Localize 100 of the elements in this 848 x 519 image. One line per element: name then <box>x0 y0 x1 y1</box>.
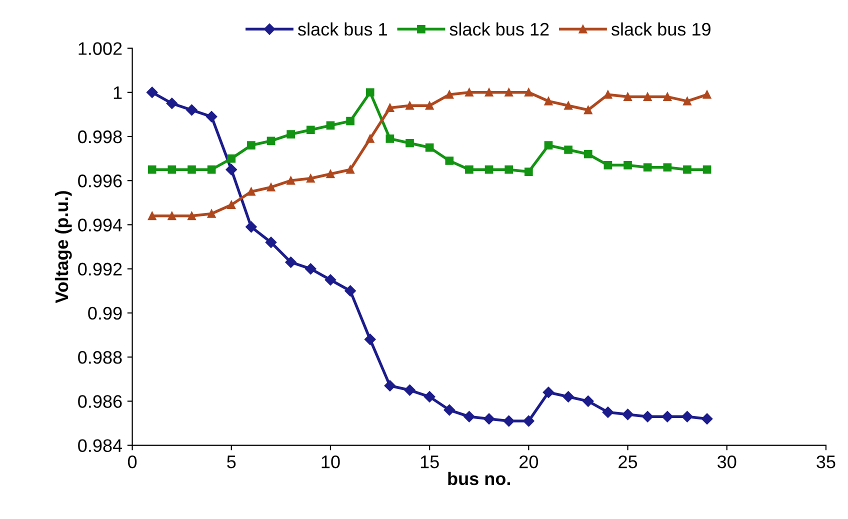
point <box>602 406 614 418</box>
point <box>148 165 156 174</box>
point <box>604 161 612 170</box>
point <box>227 200 236 210</box>
point <box>582 396 594 407</box>
point <box>326 170 335 178</box>
point <box>266 183 276 192</box>
point <box>324 274 336 286</box>
point <box>326 121 335 130</box>
point <box>604 90 612 99</box>
point <box>542 386 554 398</box>
y-tick-label: 0.998 <box>78 130 122 144</box>
point <box>464 411 475 422</box>
point <box>702 90 712 99</box>
point <box>265 236 277 248</box>
point <box>544 97 553 106</box>
point <box>584 150 592 158</box>
point <box>643 163 652 172</box>
point <box>306 126 315 134</box>
point <box>702 165 712 174</box>
point <box>643 92 652 101</box>
y-tick-label: 0.99 <box>88 306 122 320</box>
y-tick-label: 0.988 <box>78 351 122 364</box>
point <box>503 415 514 427</box>
point <box>465 165 474 174</box>
point <box>188 165 196 174</box>
x-tick-label: 0 <box>128 456 137 468</box>
point <box>206 111 218 122</box>
point <box>226 164 237 176</box>
point <box>425 143 434 152</box>
x-tick-label: 10 <box>322 456 340 468</box>
point <box>444 404 455 416</box>
point <box>366 88 374 97</box>
point <box>168 165 176 174</box>
legend-label: slack bus 1 <box>298 22 387 36</box>
point <box>207 165 216 174</box>
x-tick-label: 5 <box>227 456 236 468</box>
point <box>247 187 256 196</box>
point <box>364 334 376 346</box>
point <box>683 97 692 106</box>
point <box>683 165 692 174</box>
point <box>406 138 414 148</box>
point <box>346 165 354 174</box>
y-tick-label: 0.996 <box>78 174 122 188</box>
y-tick-label: 0.986 <box>78 395 122 408</box>
point <box>484 88 494 97</box>
point <box>346 116 354 126</box>
point <box>148 212 156 220</box>
point <box>188 212 196 220</box>
point <box>584 106 592 114</box>
point <box>465 88 474 97</box>
x-tick-label: 35 <box>816 456 836 468</box>
y-tick-label: 1.002 <box>78 42 122 55</box>
point <box>286 176 296 185</box>
point <box>207 210 216 218</box>
point <box>524 168 533 176</box>
point <box>384 380 396 392</box>
point <box>386 104 394 112</box>
point <box>366 134 374 143</box>
point <box>166 98 178 110</box>
point <box>146 86 158 98</box>
point <box>624 92 632 101</box>
point <box>663 163 672 172</box>
point <box>564 101 572 110</box>
point <box>523 415 534 427</box>
point <box>168 212 176 220</box>
point <box>286 130 296 138</box>
point <box>227 154 236 163</box>
point <box>484 165 494 174</box>
x-tick-label: 25 <box>618 456 638 468</box>
point <box>642 411 654 422</box>
point <box>662 411 674 422</box>
point <box>663 92 672 101</box>
point <box>406 101 414 110</box>
point <box>624 161 632 170</box>
point <box>445 156 454 165</box>
point <box>305 263 316 274</box>
point <box>562 391 574 402</box>
point <box>445 90 454 99</box>
x-tick-label: 30 <box>718 456 736 468</box>
point <box>424 391 436 402</box>
point <box>266 136 276 146</box>
point <box>504 88 514 97</box>
point <box>344 285 356 297</box>
point <box>544 141 553 150</box>
point <box>306 174 315 183</box>
point <box>524 88 533 97</box>
point <box>425 101 434 110</box>
point <box>246 221 257 233</box>
point <box>622 408 634 420</box>
point <box>386 134 394 143</box>
point <box>186 104 198 116</box>
y-axis-title: Voltage (p.u.) <box>54 191 72 304</box>
point <box>285 256 296 268</box>
x-tick-label: 20 <box>520 456 538 468</box>
point <box>404 384 416 396</box>
point <box>564 146 572 154</box>
y-tick-label: 0.994 <box>78 218 122 232</box>
y-tick-label: 0.992 <box>78 262 122 276</box>
x-axis-title: bus no. <box>448 472 510 486</box>
